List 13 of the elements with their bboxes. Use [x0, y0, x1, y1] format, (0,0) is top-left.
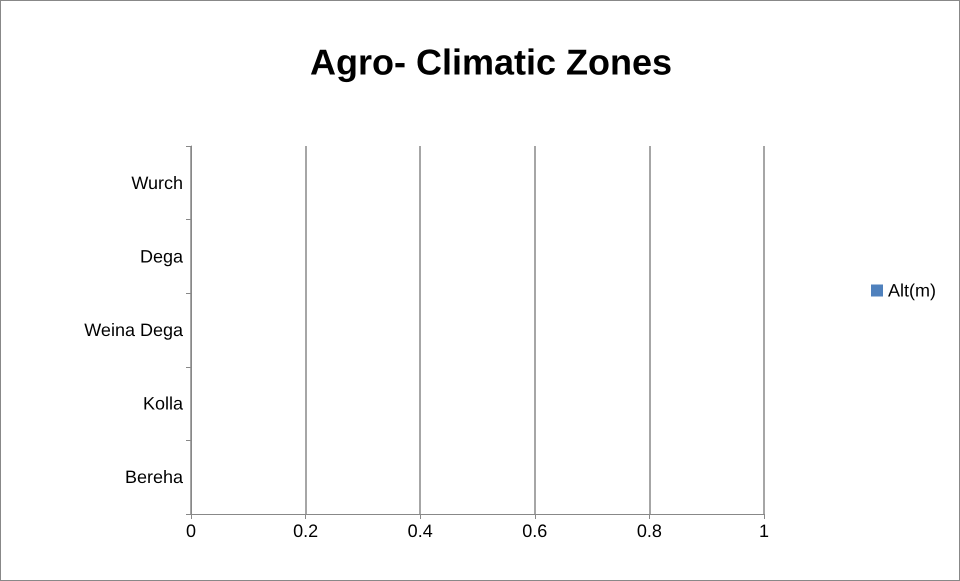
y-tick-label: Bereha — [124, 467, 184, 488]
y-tick-label: Wurch — [131, 172, 183, 193]
x-tick-label: 0.8 — [636, 521, 662, 541]
y-tick-label: Dega — [140, 246, 184, 266]
y-tick-label: Kolla — [142, 394, 184, 414]
x-tick-label: 0.2 — [293, 521, 318, 541]
x-tick-label: 0.6 — [522, 521, 548, 541]
chart-title: Agro- Climatic Zones — [310, 42, 672, 82]
x-tick-label: 1 — [758, 521, 770, 541]
x-tick-label: 0.4 — [408, 521, 433, 541]
x-tick-label: 0 — [186, 521, 196, 541]
legend-label: Alt(m) — [888, 280, 936, 300]
y-tick-label: Weina Dega — [84, 320, 184, 340]
